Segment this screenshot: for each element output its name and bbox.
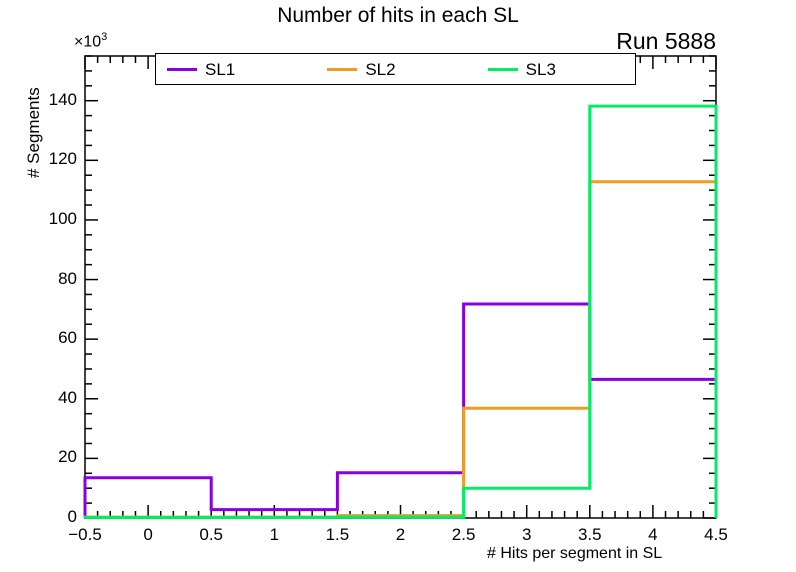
y-tick-label: 60 [58,328,77,348]
legend-line-icon [487,67,518,71]
x-axis-ticks [84,56,717,518]
x-tick-label: 2.5 [451,525,476,544]
legend-label: SL1 [205,59,236,79]
histogram-series-layer [83,104,718,519]
y-axis-exponent-power: 3 [101,31,108,43]
x-tick-label: 3.5 [577,525,602,544]
histogram-series-sl1 [83,302,718,518]
y-tick-label: 40 [58,387,77,407]
x-tick-label: −0.5 [68,525,102,544]
histogram-series-sl3 [83,104,718,519]
y-axis-exponent-label: ×103 [74,31,107,51]
legend-label: SL3 [525,59,556,79]
y-tick-label: 0 [67,507,77,526]
legend [155,53,636,85]
y-tick-label: 100 [48,208,77,228]
legend-entry-sl2[interactable]: SL2 [327,59,396,79]
x-axis-title: # Hits per segment in SL [487,545,663,562]
x-tick-label: 0.5 [199,525,223,544]
histogram-series-sl2 [83,180,718,519]
x-tick-label: 2 [395,525,406,544]
run-label: Run 5888 [616,28,716,54]
legend-line-icon [327,67,358,71]
x-tick-label: 0 [143,525,153,544]
y-tick-label: 20 [58,447,77,467]
y-axis-ticks [85,55,716,519]
legend-label: SL2 [365,59,396,79]
legend-line-icon [167,67,197,71]
y-tick-label: 140 [48,89,77,109]
page-title: Number of hits in each SL [277,4,519,27]
y-tick-label: 80 [58,268,77,288]
legend-entry-sl3[interactable]: SL3 [487,59,556,79]
y-tick-label: 120 [48,149,77,169]
legend-entry-sl1[interactable]: SL1 [167,59,235,79]
x-tick-label: 4 [648,525,658,544]
x-tick-label: 3 [521,525,532,544]
x-tick-label: 4.5 [704,525,728,544]
y-axis-exponent-prefix: ×10 [74,33,102,51]
x-tick-label: 1.5 [325,525,350,544]
frame-border [84,55,717,519]
x-tick-label: 1 [269,525,280,544]
